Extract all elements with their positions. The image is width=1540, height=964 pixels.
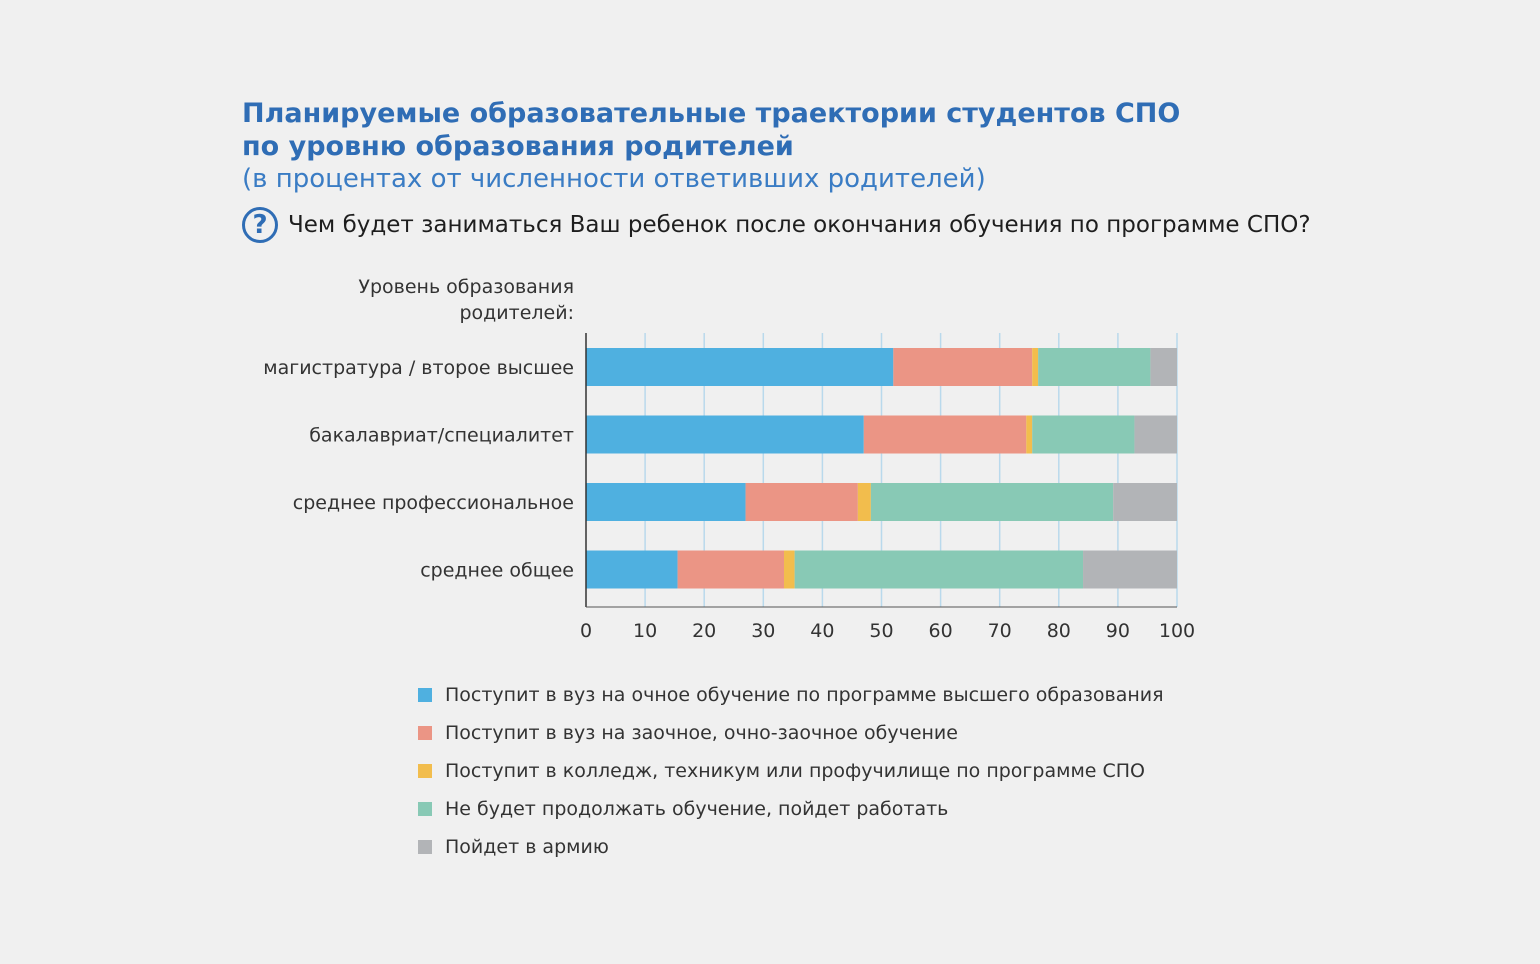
category-label: бакалавриат/специалитет [309, 425, 574, 447]
bar-segment [586, 348, 894, 386]
bar-segment [677, 550, 784, 589]
x-tick-label: 30 [751, 620, 775, 642]
bar-segment [794, 550, 1084, 589]
bar-segment [1038, 348, 1151, 386]
bar-segment [783, 550, 795, 589]
legend-item: Пойдет в армию [418, 828, 1164, 866]
bar-segment [1113, 483, 1177, 521]
legend-label: Поступит в вуз на заочное, очно-заочное … [445, 722, 958, 744]
x-tick-label: 100 [1159, 620, 1195, 642]
bar-segment [745, 483, 858, 521]
x-tick-label: 20 [692, 620, 716, 642]
legend-item: Не будет продолжать обучение, пойдет раб… [418, 790, 1164, 828]
x-tick-label: 50 [869, 620, 893, 642]
legend-swatch [418, 764, 432, 778]
bar-segment [863, 415, 1027, 454]
bar-segment [586, 415, 864, 454]
bar-segment [1032, 348, 1039, 386]
chart-title: Планируемые образовательные траектории с… [242, 97, 1180, 163]
legend-swatch [418, 840, 432, 854]
question-text: Чем будет заниматься Ваш ребенок после о… [288, 212, 1311, 238]
x-tick-label: 10 [633, 620, 657, 642]
legend-swatch [418, 688, 432, 702]
y-axis-header-line-2: родителей: [459, 302, 574, 324]
x-tick-label: 40 [810, 620, 834, 642]
bar-segment [870, 483, 1114, 521]
legend-label: Пойдет в армию [445, 836, 609, 858]
x-tick-label: 60 [929, 620, 953, 642]
bar-segment [1150, 348, 1177, 386]
y-axis-header-line-1: Уровень образования [358, 276, 574, 298]
category-label: среднее профессиональное [293, 492, 574, 514]
bar-segment [1083, 550, 1177, 589]
legend-item: Поступит в вуз на очное обучение по прог… [418, 676, 1164, 714]
chart-title-line-2: по уровню образования родителей [242, 131, 794, 162]
legend-label: Поступит в вуз на очное обучение по прог… [445, 684, 1164, 706]
x-tick-label: 80 [1047, 620, 1071, 642]
bar-segment [586, 483, 746, 521]
bar-segment [1026, 415, 1033, 454]
question-row: ? Чем будет заниматься Ваш ребенок после… [242, 207, 1311, 243]
category-label: среднее общее [420, 560, 574, 582]
x-tick-label: 0 [580, 620, 592, 642]
legend-item: Поступит в вуз на заочное, очно-заочное … [418, 714, 1164, 752]
question-mark-icon: ? [242, 207, 278, 243]
bar-segment [857, 483, 871, 521]
chart-subtitle: (в процентах от численности ответивших р… [242, 164, 986, 194]
chart-title-line-1: Планируемые образовательные траектории с… [242, 98, 1181, 129]
bar-segment [1134, 415, 1177, 454]
x-tick-label: 70 [988, 620, 1012, 642]
category-label: магистратура / второе высшее [263, 357, 574, 379]
legend-label: Не будет продолжать обучение, пойдет раб… [445, 798, 949, 820]
bar-segment [1032, 415, 1135, 454]
bar-segment [893, 348, 1033, 386]
chart-legend: Поступит в вуз на очное обучение по прог… [418, 676, 1164, 866]
bar-segment [586, 550, 678, 589]
legend-item: Поступит в колледж, техникум или профучи… [418, 752, 1164, 790]
legend-label: Поступит в колледж, техникум или профучи… [445, 760, 1146, 782]
legend-swatch [418, 802, 432, 816]
x-tick-label: 90 [1106, 620, 1130, 642]
legend-swatch [418, 726, 432, 740]
y-axis-header: Уровень образования родителей: [358, 274, 574, 326]
